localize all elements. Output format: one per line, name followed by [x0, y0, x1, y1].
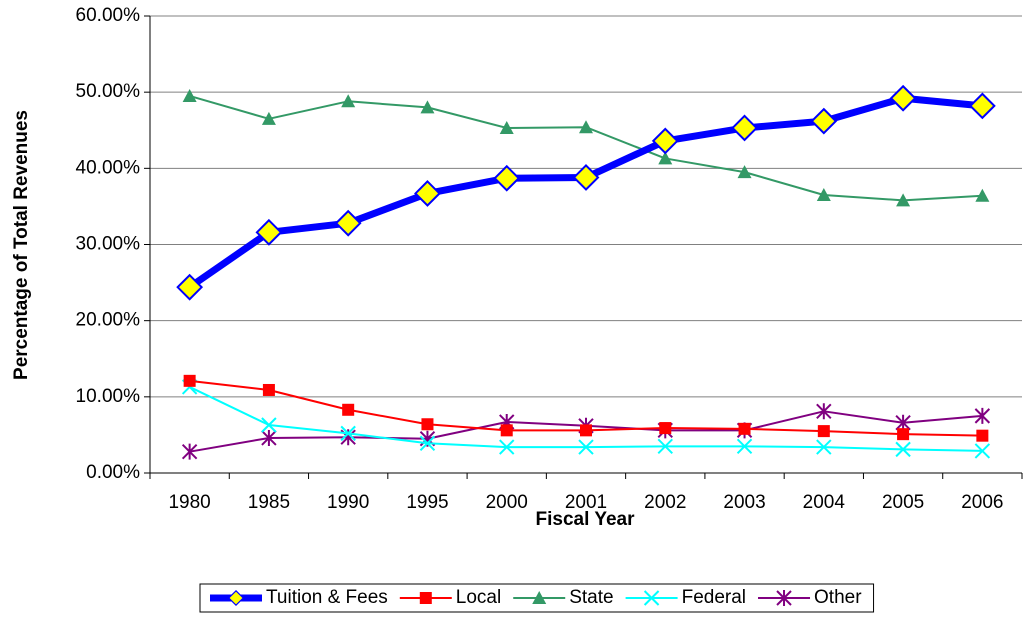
data-point: [896, 193, 911, 207]
data-point: [889, 84, 917, 112]
data-point: [895, 414, 911, 431]
data-point: [261, 429, 277, 446]
legend-label: Tuition & Fees: [266, 587, 388, 608]
legend-marker: [227, 589, 245, 607]
legend-marker: [643, 590, 660, 606]
x-tick-label: 1990: [327, 492, 369, 513]
legend-label: Local: [456, 587, 501, 608]
x-tick-label: 2000: [486, 492, 528, 513]
data-point: [816, 187, 831, 201]
data-point: [499, 439, 515, 455]
legend-marker: [776, 590, 792, 606]
data-point: [738, 422, 751, 435]
data-point: [578, 439, 594, 455]
x-tick-label: 2001: [565, 492, 607, 513]
data-point: [340, 425, 356, 442]
x-tick-label: 2003: [723, 492, 765, 513]
legend-marker: [532, 591, 547, 604]
y-tick-label: 10.00%: [76, 386, 141, 407]
data-point: [658, 151, 673, 165]
data-point: [736, 438, 753, 455]
data-point: [420, 100, 435, 114]
data-point: [737, 165, 752, 179]
data-point: [657, 438, 673, 455]
x-tick-label: 2005: [882, 492, 924, 513]
data-point: [176, 273, 204, 301]
data-point: [499, 120, 514, 134]
data-point: [342, 403, 355, 416]
y-tick-label: 60.00%: [76, 5, 141, 26]
data-point: [500, 424, 513, 437]
data-point: [255, 218, 283, 246]
legend-label: State: [569, 587, 613, 608]
data-point: [810, 107, 838, 135]
data-point: [341, 94, 356, 108]
legend: Tuition & Fees Local State Federal Other: [199, 583, 875, 613]
x-axis-title: Fiscal Year: [536, 509, 636, 530]
legend-label: Other: [814, 587, 862, 608]
data-point: [816, 403, 832, 420]
data-point: [659, 422, 672, 435]
data-point: [580, 424, 592, 437]
data-point: [334, 209, 362, 237]
data-point: [968, 92, 996, 120]
x-tick-label: 1985: [248, 492, 290, 513]
y-tick-label: 40.00%: [76, 157, 141, 178]
data-point: [183, 374, 196, 387]
data-point: [975, 188, 990, 202]
x-tick-label: 1995: [406, 492, 448, 513]
data-point: [974, 443, 991, 459]
x-tick-label: 2006: [961, 492, 1003, 513]
legend-label: Federal: [682, 587, 746, 608]
data-point: [493, 164, 521, 192]
y-tick-label: 30.00%: [76, 234, 141, 255]
data-point: [261, 111, 276, 125]
data-point: [974, 407, 991, 424]
data-point: [419, 435, 436, 452]
data-point: [414, 180, 441, 207]
data-point: [572, 164, 600, 191]
data-point: [181, 443, 198, 460]
data-point: [261, 417, 277, 433]
data-point: [817, 425, 830, 438]
x-tick-label: 1980: [168, 492, 210, 513]
data-point: [262, 383, 275, 396]
legend-marker: [419, 592, 432, 604]
data-point: [651, 127, 679, 155]
y-tick-label: 20.00%: [76, 310, 141, 331]
y-axis-title: Percentage of Total Revenues: [11, 110, 32, 380]
data-point: [976, 429, 989, 442]
y-tick-label: 50.00%: [76, 81, 141, 102]
data-point: [579, 120, 593, 134]
data-point: [421, 418, 434, 431]
data-point: [897, 428, 910, 441]
data-point: [895, 441, 911, 458]
data-point: [816, 439, 832, 455]
x-tick-label: 2002: [644, 492, 686, 513]
x-tick-label: 2004: [803, 492, 846, 513]
data-point: [182, 88, 197, 102]
data-point: [731, 114, 758, 142]
y-tick-label: 0.00%: [86, 462, 140, 483]
